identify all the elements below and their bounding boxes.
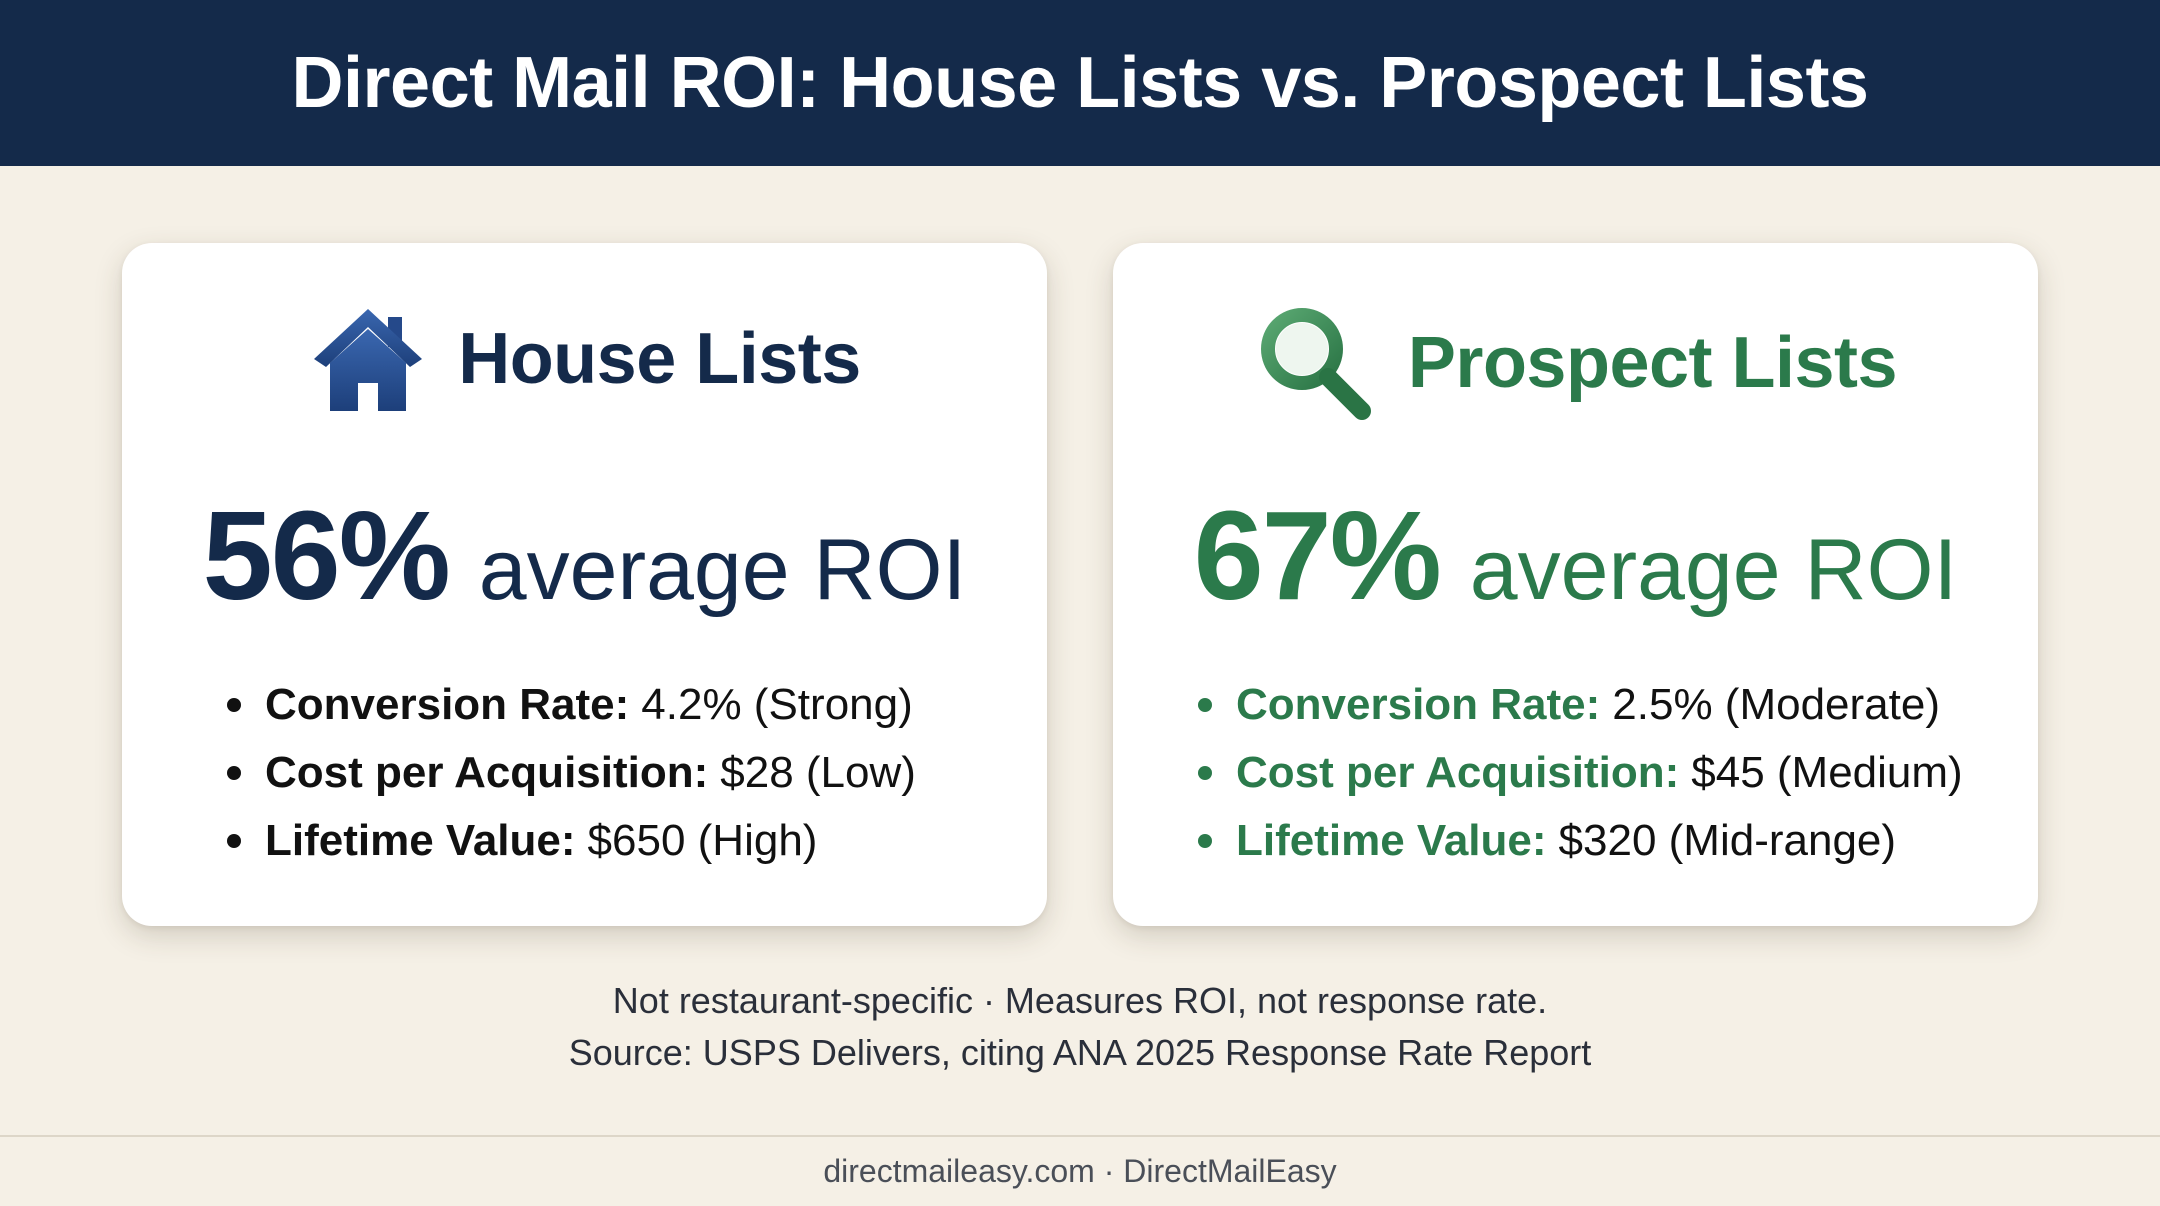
metric-value: 4.2% (Strong) (641, 680, 913, 729)
metric-key: Lifetime Value: (1236, 816, 1547, 865)
metric-key: Cost per Acquisition: (1236, 748, 1680, 797)
footnote-source: Source: USPS Delivers, citing ANA 2025 R… (568, 1032, 1592, 1073)
footer-site-credit: directmaileasy.com · DirectMailEasy (823, 1153, 1337, 1189)
prospect-lists-title: Prospect Lists (1407, 323, 1898, 403)
metric-value: 2.5% (Moderate) (1612, 680, 1940, 729)
metric-value: $320 (Mid-range) (1558, 816, 1897, 865)
prospect-roi-label: average ROI (1469, 522, 1958, 618)
header-banner: Direct Mail ROI: House Lists vs. Prospec… (0, 0, 2160, 166)
house-roi-value: 56% (202, 485, 451, 626)
metric-value: $28 (Low) (720, 748, 916, 797)
list-item: Cost per Acquisition: $28 (Low) (227, 739, 1152, 807)
bullet-dot (227, 834, 241, 848)
house-lists-card: House Lists 56% average ROI Conversion R… (122, 243, 1047, 926)
metric-key: Lifetime Value: (265, 816, 576, 865)
house-metrics-list: Conversion Rate: 4.2% (Strong) Cost per A… (122, 671, 1152, 875)
bullet-dot (1198, 698, 1212, 712)
metric-key: Conversion Rate: (1236, 680, 1601, 729)
metric-key: Conversion Rate: (265, 680, 630, 729)
bullet-dot (1198, 834, 1212, 848)
metric-value: $650 (High) (587, 816, 818, 865)
metric-key: Cost per Acquisition: (265, 748, 709, 797)
page-title: Direct Mail ROI: House Lists vs. Prospec… (291, 43, 1869, 123)
bullet-dot (227, 698, 241, 712)
list-item: Conversion Rate: 2.5% (Moderate) (1198, 671, 2123, 739)
prospect-roi-value: 67% (1193, 485, 1442, 626)
house-roi: 56% average ROI (122, 483, 1047, 628)
footer-divider (0, 1135, 2160, 1137)
house-roi-label: average ROI (478, 522, 967, 618)
prospect-lists-card: Prospect Lists 67% average ROI Conversio… (1113, 243, 2038, 926)
prospect-metrics-list: Conversion Rate: 2.5% (Moderate) Cost per… (1113, 671, 2123, 875)
house-lists-heading: House Lists (122, 303, 1047, 415)
list-item: Lifetime Value: $650 (High) (227, 807, 1152, 875)
house-icon (308, 303, 428, 415)
bullet-dot (227, 766, 241, 780)
footnote-line-1: Not restaurant-specific · Measures ROI, … (612, 980, 1548, 1021)
footnote: Not restaurant-specific · Measures ROI, … (0, 975, 2160, 1079)
list-item: Conversion Rate: 4.2% (Strong) (227, 671, 1152, 739)
prospect-roi: 67% average ROI (1113, 483, 2038, 628)
metric-value: $45 (Medium) (1691, 748, 1963, 797)
magnifier-icon (1254, 303, 1378, 423)
prospect-lists-heading: Prospect Lists (1113, 303, 2038, 423)
house-lists-title: House Lists (458, 319, 861, 399)
list-item: Cost per Acquisition: $45 (Medium) (1198, 739, 2123, 807)
bullet-dot (1198, 766, 1212, 780)
list-item: Lifetime Value: $320 (Mid-range) (1198, 807, 2123, 875)
